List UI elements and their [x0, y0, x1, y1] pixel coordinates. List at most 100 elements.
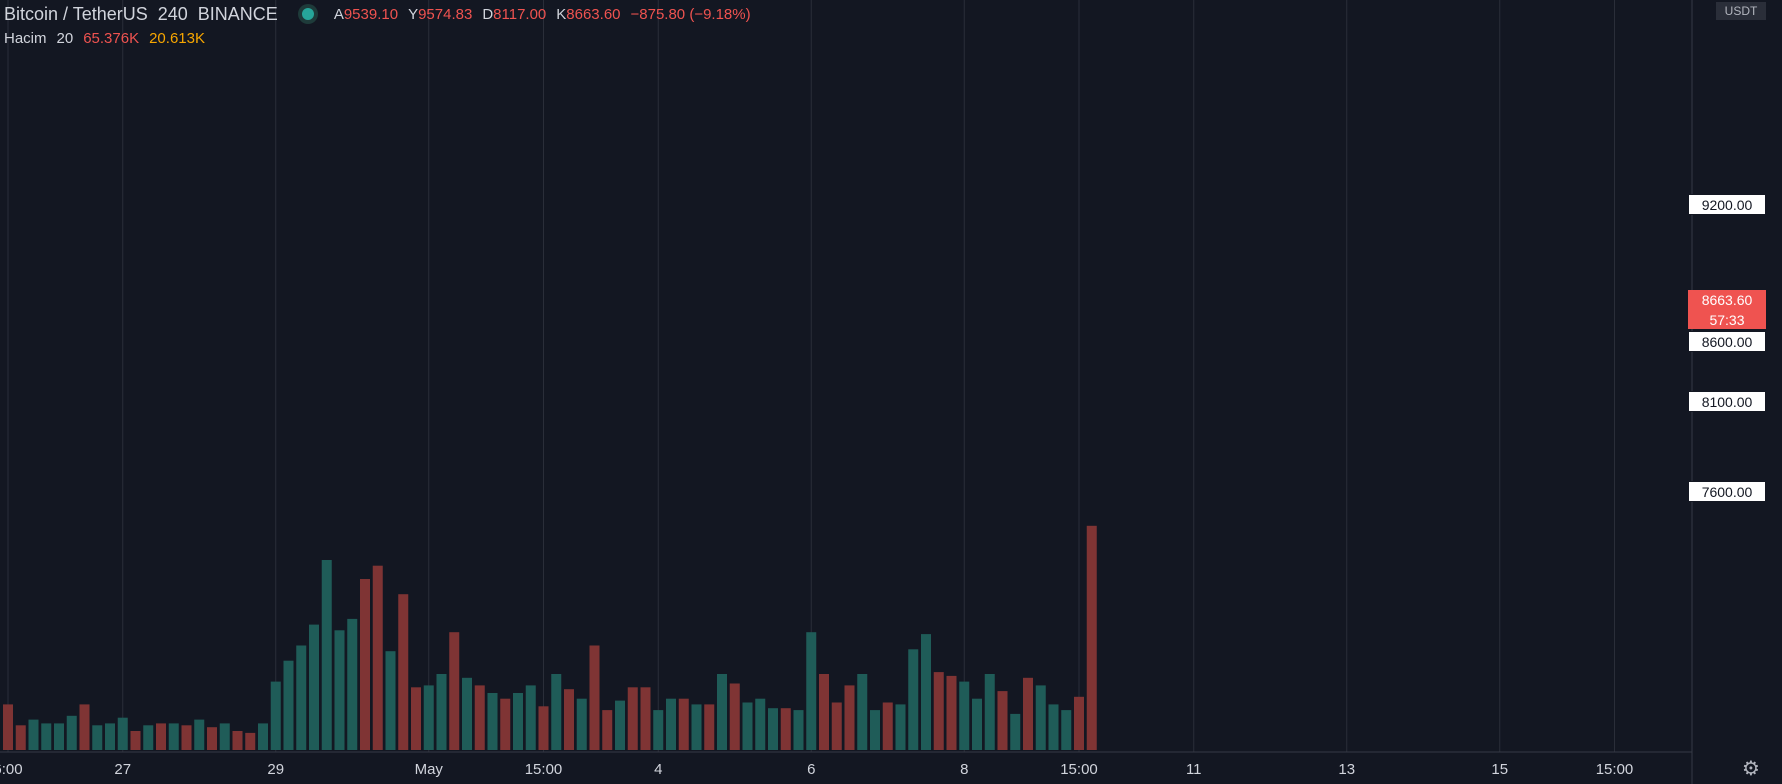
volume-bar [449, 632, 460, 750]
volume-bar [793, 710, 804, 750]
ohlc-values: A9539.10 Y9574.83 D8117.00 K8663.60 −875… [334, 6, 751, 23]
volume-bar [385, 651, 396, 750]
x-tick-label: 6 [807, 761, 815, 778]
volume-bar [92, 725, 103, 750]
open-label: A [333, 5, 344, 23]
open-value: 9539.10 [343, 5, 399, 23]
volume-bar [1061, 710, 1072, 750]
volume-value: 65.376K [83, 30, 140, 47]
x-tick-label: 27 [114, 761, 131, 778]
volume-bar [105, 723, 115, 750]
volume-bar [28, 719, 39, 750]
symbol-title[interactable]: Bitcoin / TetherUS [4, 3, 148, 24]
volume-bar [1086, 525, 1097, 750]
volume-bar [921, 634, 931, 750]
volume-bar [1035, 685, 1046, 750]
volume-bar [309, 624, 319, 750]
volume-bar [474, 685, 485, 750]
volume-bar [895, 704, 906, 750]
volume-period: 20 [56, 30, 74, 47]
close-label: K [556, 5, 567, 23]
x-tick-label: 15 [1491, 761, 1508, 778]
volume-bar [946, 675, 957, 750]
volume-bar [487, 693, 498, 750]
volume-bar [117, 717, 128, 750]
volume-bar [768, 708, 778, 750]
volume-bar [755, 698, 766, 750]
settings-gear-icon[interactable]: ⚙ [1742, 758, 1760, 780]
volume-bar [3, 704, 13, 750]
volume-bar [525, 685, 536, 750]
low-label: D [482, 5, 494, 23]
volume-bar [831, 702, 842, 750]
chart-header: Bitcoin / TetherUS 240 BINANCE A9539.10 … [4, 2, 751, 26]
volume-bar [972, 698, 982, 750]
volume-ma-value: 20.613K [149, 30, 205, 47]
countdown-label: 57:33 [1688, 311, 1766, 329]
level-label-7600: 7600.00 [1688, 481, 1766, 502]
x-tick-label: 8 [960, 761, 968, 778]
currency-unit-label[interactable]: USDT [1716, 2, 1766, 20]
volume-bar [1048, 704, 1059, 750]
volume-bar [857, 674, 868, 750]
change-value: −875.80 (−9.18%) [630, 5, 751, 23]
volume-bar [1023, 677, 1033, 750]
volume-bar [691, 704, 702, 750]
volume-bar [54, 723, 64, 750]
volume-bar [959, 681, 970, 750]
volume-bar [258, 723, 268, 750]
x-tick-label: 15:00 [1596, 761, 1634, 778]
volume-bar [15, 725, 26, 750]
volume-bar [615, 700, 625, 750]
volume-bar [347, 618, 358, 750]
volume-bar [819, 674, 829, 750]
volume-bar [245, 732, 256, 750]
volume-legend: Hacim 20 65.376K 20.613K [4, 30, 205, 47]
level-label-8600: 8600.00 [1688, 331, 1766, 352]
volume-bar [436, 674, 447, 750]
volume-bar [742, 702, 753, 750]
volume-bar [143, 725, 154, 750]
volume-bar [806, 632, 817, 750]
volume-bar [194, 719, 205, 750]
volume-bar [678, 698, 689, 750]
volume-bar [411, 687, 421, 750]
volume-bar [729, 683, 740, 750]
x-tick-label: 15:00 [525, 761, 563, 778]
x-tick-label: 11 [1186, 761, 1202, 778]
x-tick-label: 13 [1338, 761, 1355, 778]
volume-bar [500, 698, 511, 750]
volume-bar [270, 681, 281, 750]
volume-bar [627, 687, 638, 750]
volume-bar [551, 674, 562, 750]
volume-bar [653, 710, 664, 750]
exchange-label: BINANCE [197, 3, 278, 24]
volume-bar [130, 731, 141, 750]
volume-bar [1074, 696, 1084, 750]
market-status-icon [301, 8, 314, 20]
high-label: Y [408, 5, 419, 23]
volume-bar [219, 723, 230, 750]
volume-bar [589, 645, 600, 750]
volume-bar [882, 702, 893, 750]
volume-bar [156, 723, 166, 750]
volume-label[interactable]: Hacim [4, 30, 47, 47]
interval-label[interactable]: 240 [157, 3, 188, 24]
volume-bar [844, 685, 855, 750]
level-label-8100: 8100.00 [1688, 391, 1766, 412]
volume-bar [538, 706, 549, 750]
volume-bar [933, 672, 944, 750]
x-tick-label: 6:00 [0, 761, 23, 778]
volume-bar [321, 560, 332, 750]
volume-bar [283, 660, 294, 750]
volume-bar [296, 645, 307, 750]
volume-bar [717, 674, 727, 750]
volume-bar [513, 693, 523, 750]
x-tick-label: 29 [267, 761, 284, 778]
volume-bar [704, 704, 715, 750]
volume-bar [398, 594, 409, 750]
volume-bar [564, 689, 574, 750]
current-price-label: 8663.60 [1688, 290, 1766, 311]
